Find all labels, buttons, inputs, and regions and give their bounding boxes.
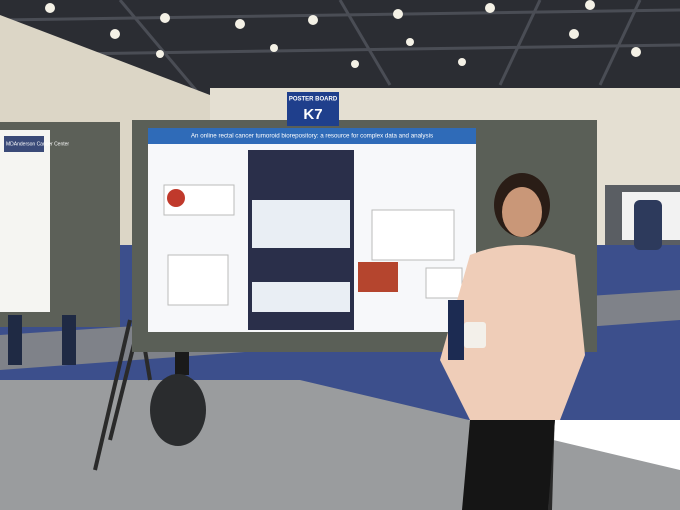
left-logo: MDAnderson Cancer Center	[6, 141, 69, 147]
poster-figure	[371, 209, 455, 261]
poster-title: An online rectal cancer tumoroid biorepo…	[191, 133, 433, 140]
left-logo-box	[4, 136, 44, 152]
background-person	[634, 200, 662, 250]
ceiling-trusses	[0, 0, 680, 96]
face	[502, 187, 542, 237]
ceiling-lights	[45, 0, 641, 68]
folder	[448, 300, 464, 360]
sign-label: POSTER BOARD	[289, 97, 338, 103]
left-poster	[0, 130, 50, 312]
legs	[62, 315, 76, 365]
poster-board-sign	[287, 92, 339, 126]
poster-chart	[252, 200, 350, 248]
poster-figure	[167, 254, 229, 306]
backpack	[150, 374, 206, 446]
poster-chart	[252, 282, 350, 312]
poster-figure	[358, 262, 398, 292]
legs	[8, 315, 22, 365]
poster-figure	[167, 189, 185, 207]
poster-figure	[425, 267, 463, 299]
poster-header	[148, 128, 476, 144]
trousers	[462, 420, 555, 510]
sign-number: K7	[303, 106, 322, 123]
blouse	[440, 245, 585, 420]
cup	[464, 322, 486, 348]
